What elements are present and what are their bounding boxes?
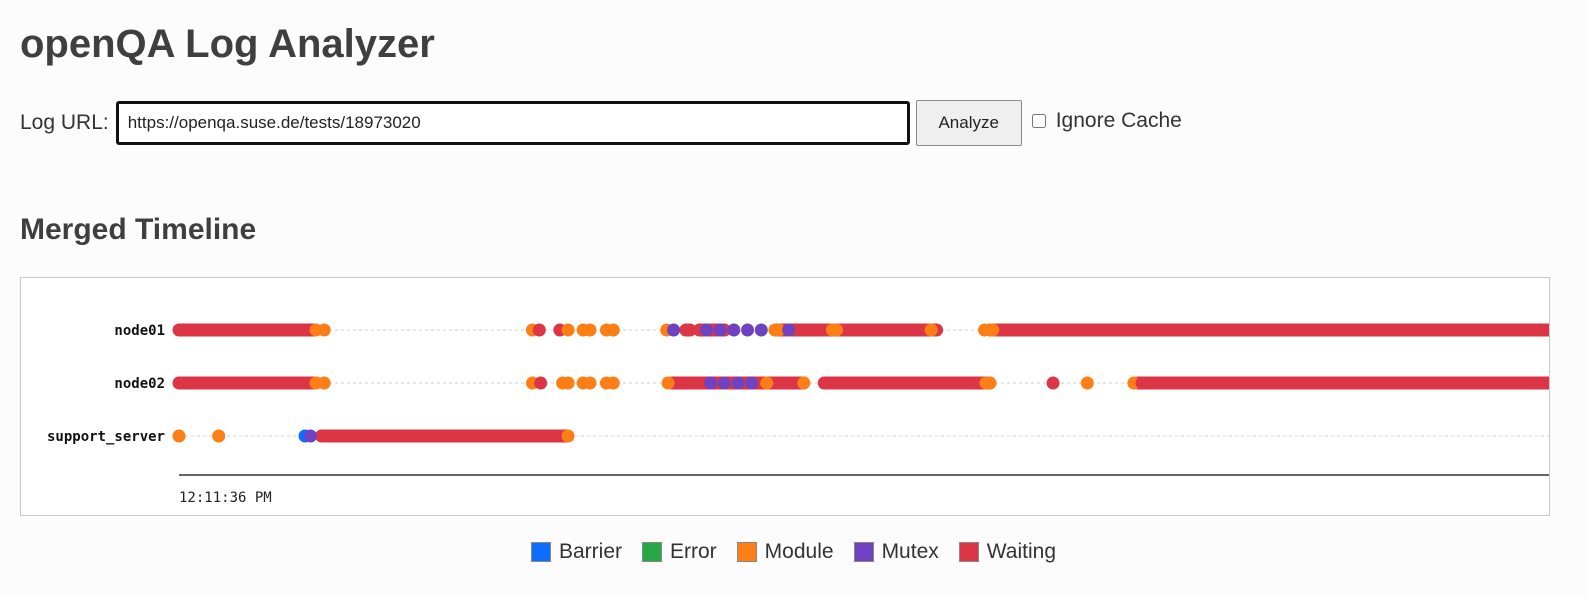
timeline-point-module: [772, 323, 786, 337]
row-label: support_server: [47, 429, 165, 445]
legend-swatch: [853, 542, 874, 562]
timeline-point-module: [983, 376, 997, 390]
ignore-cache-checkbox[interactable]: [1031, 114, 1046, 128]
timeline-point-module: [317, 376, 331, 390]
legend-label: Error: [670, 540, 717, 563]
merged-timeline-chart: node01 node02 support_server 12:11:36 PM: [20, 277, 1550, 516]
timeline-point-module: [986, 323, 1000, 337]
timeline-point-module: [830, 323, 844, 337]
timeline-point-mutex: [731, 376, 745, 390]
timeline-point-module: [797, 376, 811, 390]
legend-item-waiting: Waiting: [958, 540, 1056, 564]
url-form: Log URL: Analyze Ignore Cache: [20, 100, 1182, 146]
x-axis-tick-label: 12:11:36 PM: [179, 490, 272, 506]
legend-swatch: [958, 542, 979, 562]
timeline-point-mutex: [727, 323, 741, 337]
legend-item-module: Module: [736, 540, 834, 564]
legend-item-mutex: Mutex: [853, 540, 939, 564]
legend-label: Barrier: [558, 540, 622, 563]
row-label: node01: [114, 323, 165, 339]
timeline-point-mutex: [667, 323, 681, 337]
timeline-point-module: [661, 376, 675, 390]
analyze-button[interactable]: Analyze: [915, 100, 1022, 146]
timeline-point-module: [606, 323, 620, 337]
legend-label: Mutex: [881, 540, 939, 563]
timeline-point-module: [317, 323, 331, 337]
url-input[interactable]: [115, 101, 910, 145]
timeline-point-mutex: [704, 376, 718, 390]
timeline-point-module: [1080, 376, 1094, 390]
timeline-point-mutex: [699, 323, 713, 337]
legend-label: Module: [764, 540, 834, 563]
timeline-point-mutex: [741, 323, 755, 337]
legend-swatch: [642, 542, 662, 562]
page-title: openQA Log Analyzer: [20, 22, 435, 66]
ignore-cache-label[interactable]: Ignore Cache: [1055, 109, 1182, 132]
legend-item-error: Error: [642, 540, 717, 564]
timeline-point-waiting: [532, 323, 546, 337]
legend-swatch: [530, 542, 551, 562]
url-label: Log URL:: [20, 111, 109, 134]
timeline-point-mutex: [717, 376, 731, 390]
timeline-svg: node01 node02 support_server 12:11:36 PM: [47, 323, 1549, 506]
legend-swatch: [736, 542, 757, 562]
timeline-point-module: [924, 323, 938, 337]
legend-label: Waiting: [986, 540, 1056, 563]
timeline-point-mutex: [304, 429, 318, 443]
timeline-point-waiting: [534, 376, 548, 390]
section-title: Merged Timeline: [20, 213, 257, 246]
timeline-point-waiting: [1046, 376, 1060, 390]
timeline-point-mutex: [754, 323, 768, 337]
legend: Barrier Error Module Mutex Waiting: [0, 540, 1587, 564]
timeline-point-mutex: [745, 376, 759, 390]
ignore-cache-option: Ignore Cache: [1031, 109, 1182, 133]
timeline-point-module: [561, 323, 575, 337]
timeline-point-waiting: [1135, 376, 1149, 390]
timeline-point-module: [583, 376, 597, 390]
timeline-point-mutex: [782, 323, 796, 337]
legend-item-barrier: Barrier: [530, 540, 622, 564]
row-label: node02: [114, 376, 165, 392]
timeline-point-mutex: [713, 323, 727, 337]
timeline-point-module: [760, 376, 774, 390]
timeline-point-module: [606, 376, 620, 390]
timeline-point-module: [561, 376, 575, 390]
timeline-point-module: [561, 429, 575, 443]
timeline-point-module: [172, 429, 186, 443]
timeline-point-module: [583, 323, 597, 337]
timeline-point-waiting: [891, 323, 905, 337]
timeline-point-module: [212, 429, 226, 443]
